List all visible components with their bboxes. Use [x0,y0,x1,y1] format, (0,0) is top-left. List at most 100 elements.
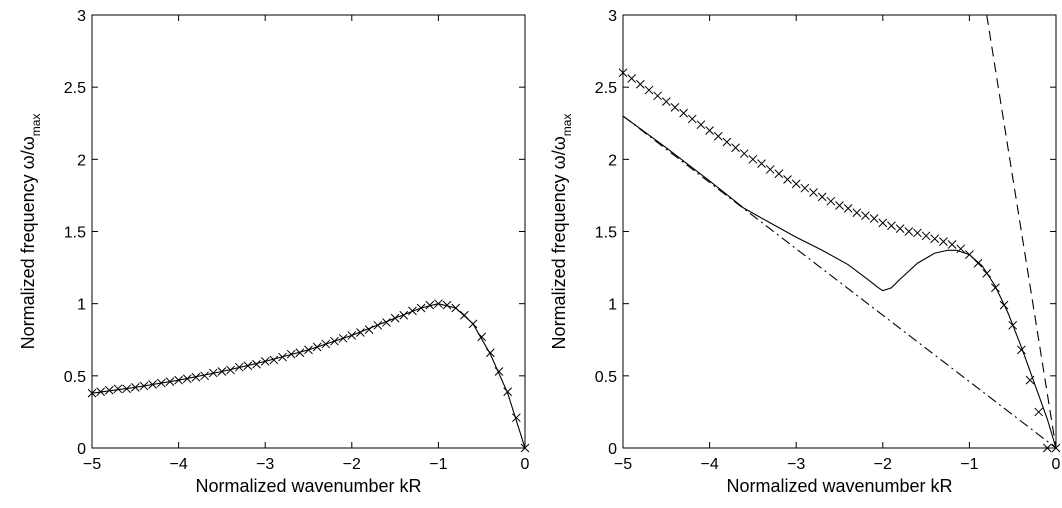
x-tick-label: −4 [700,456,718,473]
x-marker-point [861,211,870,220]
dashdot-line-series [623,115,1056,448]
x-marker-point [973,258,983,268]
right-chart-panel: −5 −4 −3 −2 −1 0 0 0.5 1 1.5 2 2.5 3 Normalized wave… [549,8,1061,496]
x-marker-point [122,384,131,394]
solid-line-series [623,115,1056,448]
x-marker-point [156,378,166,388]
x-marker-point [295,348,305,358]
x-marker-point [644,85,654,95]
x-marker-point [217,367,227,376]
x-marker-point [191,372,201,382]
x-marker-point [1042,443,1052,453]
y-tick-label: 1.5 [595,225,617,242]
x-marker-point [130,383,140,392]
x-marker-point [434,299,443,309]
x-marker-point [757,159,766,169]
x-tick-label: −2 [343,456,361,473]
x-marker-point [800,183,810,193]
x-marker-point [679,108,688,118]
x-marker-point [182,374,192,384]
left-plot-frame [91,14,526,449]
x-marker-point [713,131,723,141]
x-marker-point [226,365,235,375]
x-marker-point [139,381,149,391]
x-marker-point [791,179,801,189]
x-marker-point [503,387,513,397]
x-marker-point [878,218,888,228]
x-marker-point [670,103,680,112]
x-marker-point [494,367,504,376]
x-marker-point [321,339,331,349]
x-tick-label: −3 [256,456,274,473]
x-marker-point [1008,320,1018,330]
x-marker-point [939,237,948,246]
x-marker-point [921,231,931,241]
x-marker-point [852,208,862,218]
left-y-axis-title-subscript: max [29,114,43,137]
x-marker-point [731,143,740,153]
y-tick-label: 1 [77,297,86,314]
right-x-axis-title: Normalized wavenumber kR [726,476,952,496]
y-tick-label: 2 [77,152,86,169]
x-marker-point [208,368,218,378]
x-marker-point [252,359,261,369]
x-marker-point [486,348,495,358]
x-marker-point [1051,443,1061,453]
right-series-group [623,15,1056,448]
x-marker-point [511,413,521,423]
y-tick-label: 3 [608,8,617,25]
x-marker-point [148,380,157,389]
left-series-group [92,303,525,448]
x-tick-label: −2 [874,456,892,473]
x-marker-point [477,332,487,342]
left-x-axis-title: Normalized wavenumber kR [195,476,421,496]
solid-line-series [92,303,525,448]
x-marker-point [260,357,270,366]
x-marker-point [774,169,784,179]
x-marker-point [304,345,313,355]
x-marker-point [330,336,339,346]
x-marker-point [520,443,530,453]
x-marker-point [390,313,400,323]
x-marker-point [312,342,322,352]
y-tick-label: 2.5 [595,80,617,97]
x-marker-point [722,137,732,147]
x-marker-point [416,303,426,313]
x-marker-point [425,300,435,310]
x-marker-point [96,387,106,397]
x-marker-point [174,375,183,385]
x-marker-point [113,384,123,394]
x-marker-point [627,74,637,83]
x-marker-point [338,333,348,343]
x-marker-point [705,126,714,135]
x-marker-point [269,355,279,365]
x-marker-point [165,377,175,386]
x-marker-point [200,371,209,381]
x-marker-point [913,228,922,238]
x-marker-point [956,244,966,254]
y-tick-label: 0.5 [595,369,617,386]
dashed-line-series [986,15,1056,448]
y-tick-label: 2.5 [64,80,86,97]
x-marker-point [947,240,957,249]
x-marker-point [356,328,365,337]
x-tick-label: −1 [429,456,447,473]
x-tick-label: −5 [614,456,632,473]
x-marker-point [286,349,296,359]
x-marker-point [895,224,905,233]
x-marker-point [739,149,749,158]
x-marker-series [87,299,530,453]
x-marker-point [887,221,896,231]
x-marker-series [618,68,1061,453]
x-marker-point [765,165,775,174]
x-marker-point [234,362,244,372]
x-marker-point [982,269,992,278]
x-marker-point [748,154,758,164]
x-marker-point [278,352,287,362]
x-marker-point [460,310,469,320]
left-axis-ticks: −5 −4 −3 −2 −1 0 0 0.5 1 1.5 2 2.5 3 [64,8,530,473]
y-tick-label: 0 [608,441,617,458]
y-tick-label: 1 [608,297,617,314]
x-marker-point [835,201,844,210]
